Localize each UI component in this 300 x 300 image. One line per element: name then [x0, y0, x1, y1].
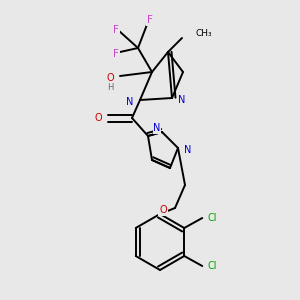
Text: N: N [153, 123, 161, 133]
Text: CH₃: CH₃ [196, 29, 213, 38]
Text: F: F [113, 49, 119, 59]
Text: O: O [106, 73, 114, 83]
Text: N: N [184, 145, 192, 155]
Text: Cl: Cl [208, 213, 217, 223]
Text: O: O [159, 205, 167, 215]
Text: N: N [178, 95, 186, 105]
Text: O: O [94, 113, 102, 123]
Text: F: F [113, 25, 119, 35]
Text: N: N [126, 97, 134, 107]
Text: H: H [107, 83, 113, 92]
Text: Cl: Cl [208, 261, 217, 271]
Text: F: F [147, 15, 153, 25]
